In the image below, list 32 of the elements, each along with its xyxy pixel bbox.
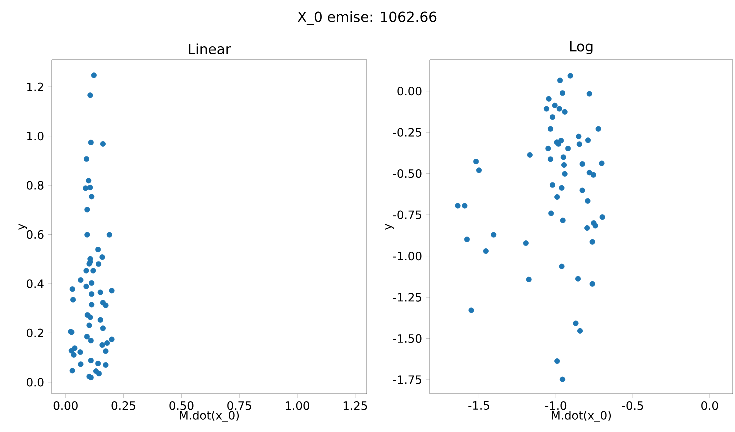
y-tick-label: -1.25 [393,293,422,302]
y-tick-label: 1.0 [28,132,44,141]
text: X_0 emise: 1062.66 [298,12,437,26]
chart-title: Log [570,41,593,55]
y-tick-label: -0.25 [393,128,422,137]
y-axis-title: y [18,224,28,230]
x-axis-title: M.dot(x_0) [180,411,240,422]
y-tick-label: -1.75 [393,376,422,384]
y-tick-label: 0.0 [27,378,44,387]
y-tick-label: 0.8 [27,181,44,190]
x-tick-label: 1.25 [344,402,368,410]
x-tick-label: 0.0 [702,402,718,410]
x-tick-label: -1.0 [546,402,567,410]
y-tick-label: -1.50 [393,334,422,344]
y-tick-label: 0.2 [27,328,44,338]
x-tick-label: 0.75 [228,402,252,410]
y-axis-title: y [385,224,394,230]
chart-title: Linear [189,44,232,55]
y-tick-label: 0.00 [398,87,422,96]
y-tick-label: -0.50 [393,169,422,178]
x-tick-label: 1.00 [286,402,310,410]
x-tick-label: 0.25 [112,402,136,410]
y-tick-label: 0.6 [27,230,44,240]
x-tick-label: -1.5 [468,402,490,410]
x-tick-label: 0.00 [54,402,78,410]
y-tick-label: -1.00 [393,252,422,261]
y-tick-label: -0.75 [393,210,422,220]
x-tick-label: 0.50 [170,402,194,410]
y-tick-label: 1.2 [28,82,44,92]
y-tick-label: 0.4 [27,280,44,288]
x-axis-title: M.dot(x_0) [552,411,612,422]
x-tick-label: -0.5 [622,402,644,410]
